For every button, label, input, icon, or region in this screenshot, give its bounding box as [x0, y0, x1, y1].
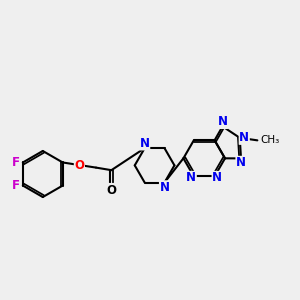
Text: F: F [12, 156, 20, 169]
Text: O: O [74, 158, 84, 172]
Text: CH₃: CH₃ [260, 135, 279, 146]
Text: N: N [236, 156, 246, 170]
Text: N: N [160, 181, 170, 194]
Text: N: N [239, 131, 249, 144]
Text: N: N [218, 116, 227, 128]
Text: O: O [106, 184, 116, 196]
Text: N: N [140, 137, 150, 150]
Text: F: F [12, 179, 20, 192]
Text: N: N [186, 171, 196, 184]
Text: N: N [212, 171, 222, 184]
